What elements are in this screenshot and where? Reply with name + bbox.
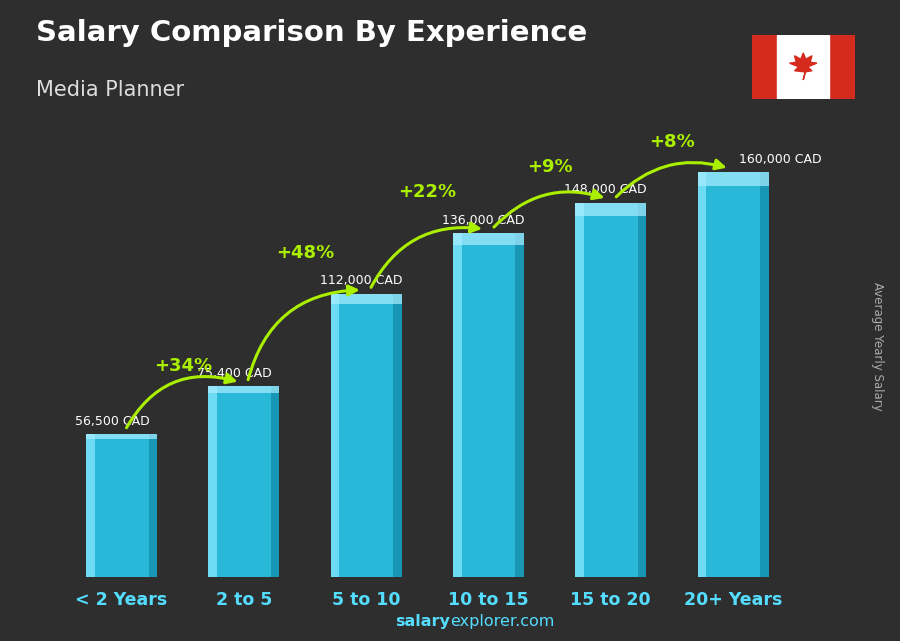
Bar xyxy=(209,386,279,577)
Bar xyxy=(778,35,829,99)
Bar xyxy=(453,233,524,245)
Bar xyxy=(698,172,706,577)
Text: Average Yearly Salary: Average Yearly Salary xyxy=(871,282,884,410)
Bar xyxy=(752,35,778,99)
Bar xyxy=(86,434,158,439)
Text: 75,400 CAD: 75,400 CAD xyxy=(197,367,272,380)
Bar xyxy=(209,386,279,393)
Bar xyxy=(760,172,769,577)
Bar xyxy=(330,294,401,577)
Bar xyxy=(575,203,584,577)
Text: +34%: +34% xyxy=(154,357,211,375)
Bar xyxy=(453,233,524,577)
Bar xyxy=(698,172,769,187)
Text: Media Planner: Media Planner xyxy=(36,80,184,100)
Text: salary: salary xyxy=(395,615,450,629)
Text: +8%: +8% xyxy=(649,133,695,151)
Bar xyxy=(638,203,646,577)
Bar xyxy=(575,203,646,215)
Text: explorer.com: explorer.com xyxy=(450,615,554,629)
Bar xyxy=(271,386,279,577)
Polygon shape xyxy=(789,53,817,80)
Bar xyxy=(86,434,94,577)
Bar xyxy=(516,233,524,577)
Bar xyxy=(330,294,401,304)
Bar xyxy=(575,203,646,577)
Text: 56,500 CAD: 56,500 CAD xyxy=(75,415,150,428)
Bar xyxy=(393,294,401,577)
Text: +48%: +48% xyxy=(276,244,334,262)
Bar xyxy=(453,233,462,577)
Text: 112,000 CAD: 112,000 CAD xyxy=(320,274,402,287)
Text: 160,000 CAD: 160,000 CAD xyxy=(739,153,822,166)
Text: 136,000 CAD: 136,000 CAD xyxy=(442,213,525,226)
Text: Salary Comparison By Experience: Salary Comparison By Experience xyxy=(36,19,587,47)
Text: 148,000 CAD: 148,000 CAD xyxy=(564,183,647,196)
Bar xyxy=(148,434,157,577)
Bar xyxy=(698,172,769,577)
Text: +22%: +22% xyxy=(399,183,456,201)
Bar xyxy=(330,294,339,577)
Text: +9%: +9% xyxy=(526,158,572,176)
Bar xyxy=(829,35,855,99)
Bar xyxy=(209,386,217,577)
Bar xyxy=(86,434,158,577)
